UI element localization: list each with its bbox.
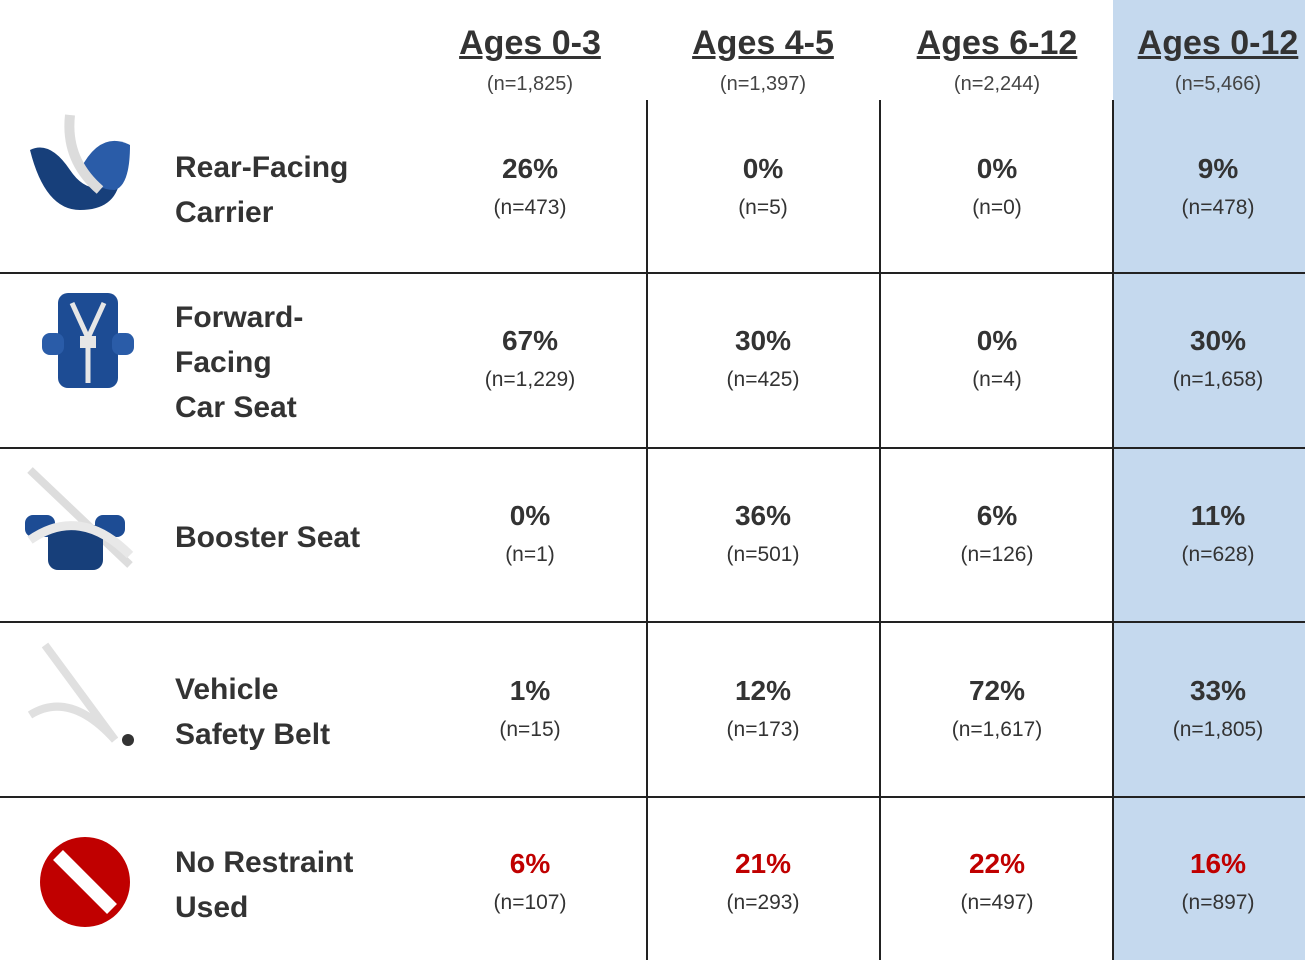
row-label: Booster Seat [175,520,361,554]
cell-count: (n=4) [972,368,1022,391]
cell-count: (n=15) [499,718,561,741]
cell-count: (n=107) [493,891,567,914]
row-label: Facing [175,345,272,379]
cell-count: (n=173) [726,718,800,741]
no-restraint-icon [40,837,130,927]
row-label: Safety Belt [175,718,331,751]
cell-count: (n=1) [505,543,555,566]
cell-percent: 6% [509,848,551,879]
cell-percent: 0% [976,325,1018,356]
cell-count: (n=1,805) [1172,718,1264,741]
row-divider [0,447,1305,449]
cell-count: (n=293) [726,891,800,914]
column-title: Ages 4-5 [692,24,834,62]
cell-percent: 9% [1197,153,1239,184]
row-divider [0,796,1305,798]
belt-icon [27,642,134,746]
cell-count: (n=497) [960,891,1034,914]
column-count: (n=5,466) [1174,73,1262,95]
cell-percent: 26% [501,153,559,184]
cell-count: (n=126) [960,543,1034,566]
cell-count: (n=425) [726,368,800,391]
cell-percent: 16% [1189,848,1247,879]
cell-percent: 1% [509,675,551,706]
column-count: (n=1,397) [719,73,807,95]
cell-percent: 33% [1189,675,1247,706]
column-count: (n=2,244) [953,73,1041,95]
row-label: Used [175,891,249,924]
cell-count: (n=1,658) [1172,368,1264,391]
cell-count: (n=0) [972,196,1022,219]
row-label: No Restraint [175,846,354,879]
cell-percent: 72% [968,675,1026,706]
cell-count: (n=5) [738,196,788,219]
cell-count: (n=1,617) [951,718,1043,741]
cell-count: (n=628) [1181,543,1255,566]
row-divider [0,621,1305,623]
cell-count: (n=473) [493,196,567,219]
row-label: Vehicle [175,673,279,706]
row-label: Carrier [175,196,274,229]
carrier-icon [30,114,130,210]
column-divider [1112,100,1114,960]
cell-count: (n=897) [1181,891,1255,914]
booster-icon [25,467,134,570]
column-title: Ages 0-12 [1137,24,1299,62]
cell-percent: 0% [509,500,551,531]
car-seat-icon [42,293,134,388]
cell-percent: 6% [976,500,1018,531]
cell-count: (n=1,229) [484,368,576,391]
column-divider [879,100,881,960]
column-title: Ages 6-12 [916,24,1078,62]
cell-percent: 12% [734,675,792,706]
cell-percent: 22% [968,848,1026,879]
cell-percent: 30% [734,325,792,356]
cell-percent: 11% [1190,500,1246,531]
row-label: Forward- [175,300,304,334]
row-label: Rear-Facing [175,151,349,184]
row-label: Car Seat [175,390,297,424]
cell-count: (n=478) [1181,196,1255,219]
column-title: Ages 0-3 [459,24,601,62]
cell-percent: 30% [1189,325,1247,356]
cell-percent: 21% [734,848,792,879]
row-divider [0,272,1305,274]
cell-percent: 67% [501,325,559,356]
column-count: (n=1,825) [486,73,574,95]
cell-percent: 0% [742,153,784,184]
column-divider [646,100,648,960]
cell-percent: 36% [734,500,792,531]
cell-count: (n=501) [726,543,800,566]
cell-percent: 0% [976,153,1018,184]
highlight-column [1113,0,1305,960]
